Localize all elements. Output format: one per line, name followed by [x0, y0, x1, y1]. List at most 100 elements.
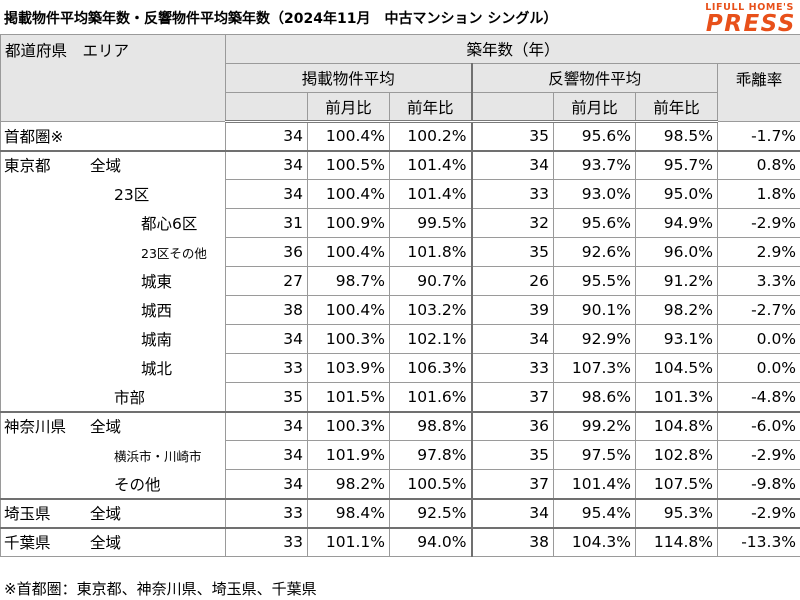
table-row: 城西 38 100.4% 103.2% 39 90.1% 98.2% -2.7%	[0, 295, 800, 325]
cell-response-mom: 95.5%	[553, 266, 636, 296]
cell-listing-yoy: 101.4%	[389, 179, 472, 209]
area-name: 全域	[90, 534, 122, 553]
table-row: 首都圏※ 34 100.4% 100.2% 35 95.6% 98.5% -1.7%	[0, 121, 800, 152]
cell-listing-yoy: 103.2%	[389, 295, 472, 325]
cell-response-yoy: 107.5%	[635, 469, 718, 500]
cell-listing-mom: 100.4%	[307, 179, 390, 209]
cell-response-yoy: 93.1%	[635, 324, 718, 354]
cell-listing-yoy: 100.5%	[389, 469, 472, 500]
table-row: 城北 33 103.9% 106.3% 33 107.3% 104.5% 0.0%	[0, 353, 800, 383]
cell-response-mom: 95.4%	[553, 498, 636, 529]
cell-listing-age: 34	[225, 121, 308, 152]
cell-divergence: 0.0%	[716, 324, 800, 354]
header-corner: 都道府県 エリア	[0, 34, 226, 122]
row-label: 東京都 全域	[0, 150, 226, 180]
cell-response-yoy: 96.0%	[635, 237, 718, 267]
area-name: 城西	[141, 302, 173, 320]
table-row: 横浜市・川崎市 34 101.9% 97.8% 35 97.5% 102.8% -2.9%	[0, 440, 800, 470]
header-response: 反響物件平均	[470, 63, 718, 93]
cell-response-yoy: 101.3%	[635, 382, 718, 413]
cell-divergence: -2.9%	[716, 208, 800, 238]
cell-divergence: -9.8%	[716, 469, 800, 500]
cell-response-age: 34	[470, 498, 554, 529]
table-row: 城南 34 100.3% 102.1% 34 92.9% 93.1% 0.0%	[0, 324, 800, 354]
row-label: 城西	[0, 295, 226, 325]
cell-listing-yoy: 99.5%	[389, 208, 472, 238]
footnote: ※首都圏：東京都、神奈川県、埼玉県、千葉県	[4, 580, 317, 598]
cell-listing-yoy: 94.0%	[389, 527, 472, 557]
header-row-2: 掲載物件平均 反響物件平均 乖離率	[1, 63, 800, 122]
cell-response-mom: 104.3%	[553, 527, 636, 557]
cell-response-yoy: 98.5%	[635, 121, 718, 152]
cell-response-yoy: 94.9%	[635, 208, 718, 238]
cell-listing-age: 27	[225, 266, 308, 296]
cell-response-mom: 92.6%	[553, 237, 636, 267]
cell-response-mom: 95.6%	[553, 121, 636, 152]
table-row: 23区 34 100.4% 101.4% 33 93.0% 95.0% 1.8%	[0, 179, 800, 209]
header-listing: 掲載物件平均	[225, 63, 472, 93]
cell-response-age: 39	[470, 295, 554, 325]
header-listing-mom: 前月比	[307, 92, 390, 123]
cell-response-age: 35	[470, 237, 554, 267]
header-divergence: 乖離率	[716, 63, 800, 122]
cell-divergence: -2.7%	[716, 295, 800, 325]
table-title: 掲載物件平均築年数・反響物件平均築年数（2024年11月 中古マンション シング…	[4, 11, 558, 27]
cell-divergence: -4.8%	[716, 382, 800, 413]
table-row: 23区その他 36 100.4% 101.8% 35 92.6% 96.0% 2.9%	[0, 237, 800, 267]
row-label: 23区その他	[0, 237, 226, 267]
row-label: 千葉県 全域	[0, 527, 226, 557]
cell-response-age: 37	[470, 382, 554, 413]
header-response-yoy: 前年比	[635, 92, 718, 123]
cell-response-age: 33	[470, 353, 554, 383]
cell-listing-mom: 100.4%	[307, 295, 390, 325]
cell-listing-mom: 98.2%	[307, 469, 390, 500]
cell-response-age: 26	[470, 266, 554, 296]
cell-response-yoy: 95.3%	[635, 498, 718, 529]
header-response-age-blank	[470, 92, 554, 123]
cell-response-age: 35	[470, 121, 554, 152]
cell-listing-yoy: 101.4%	[389, 150, 472, 180]
cell-divergence: -13.3%	[716, 527, 800, 557]
cell-divergence: 3.3%	[716, 266, 800, 296]
cell-response-age: 32	[470, 208, 554, 238]
area-name: 都心6区	[141, 215, 198, 233]
cell-listing-age: 36	[225, 237, 308, 267]
area-name: 23区その他	[141, 245, 207, 261]
cell-listing-mom: 101.5%	[307, 382, 390, 413]
cell-listing-mom: 100.4%	[307, 237, 390, 267]
cell-listing-age: 33	[225, 527, 308, 557]
row-label: 神奈川県 全域	[0, 411, 226, 441]
cell-divergence: 0.8%	[716, 150, 800, 180]
row-label: 横浜市・川崎市	[0, 440, 226, 470]
header-row-1: 都道府県 エリア 築年数（年）	[0, 34, 800, 122]
header-response-mom: 前月比	[553, 92, 636, 123]
cell-listing-mom: 100.4%	[307, 121, 390, 152]
area-name: 城北	[141, 360, 173, 378]
table-row: 千葉県 全域 33 101.1% 94.0% 38 104.3% 114.8% -13.3%	[0, 527, 800, 557]
cell-listing-age: 34	[225, 440, 308, 470]
building-age-table: 都道府県 エリア 築年数（年） 掲載物件平均 反響物件平均 乖離率 前月比 前年…	[0, 34, 800, 557]
table-row: 埼玉県 全域 33 98.4% 92.5% 34 95.4% 95.3% -2.9%	[0, 498, 800, 529]
area-name: 全域	[90, 505, 122, 523]
cell-listing-yoy: 98.8%	[389, 411, 472, 441]
cell-listing-age: 34	[225, 179, 308, 209]
area-name: 23区	[114, 186, 150, 204]
cell-response-mom: 95.6%	[553, 208, 636, 238]
row-label: 埼玉県 全域	[0, 498, 226, 529]
header-age: 築年数（年）	[224, 34, 800, 64]
area-name: 市部	[114, 388, 146, 407]
row-label: 都心6区	[0, 208, 226, 238]
cell-response-yoy: 91.2%	[635, 266, 718, 296]
cell-response-yoy: 95.7%	[635, 150, 718, 180]
cell-response-mom: 93.0%	[553, 179, 636, 209]
cell-response-age: 34	[470, 324, 554, 354]
cell-divergence: -1.7%	[716, 121, 800, 152]
cell-listing-age: 34	[225, 411, 308, 441]
cell-listing-mom: 100.9%	[307, 208, 390, 238]
cell-listing-yoy: 92.5%	[389, 498, 472, 529]
cell-response-age: 38	[470, 527, 554, 557]
table-row: その他 34 98.2% 100.5% 37 101.4% 107.5% -9.8%	[0, 469, 800, 500]
cell-listing-mom: 100.3%	[307, 324, 390, 354]
cell-divergence: 2.9%	[716, 237, 800, 267]
cell-listing-mom: 98.4%	[307, 498, 390, 529]
